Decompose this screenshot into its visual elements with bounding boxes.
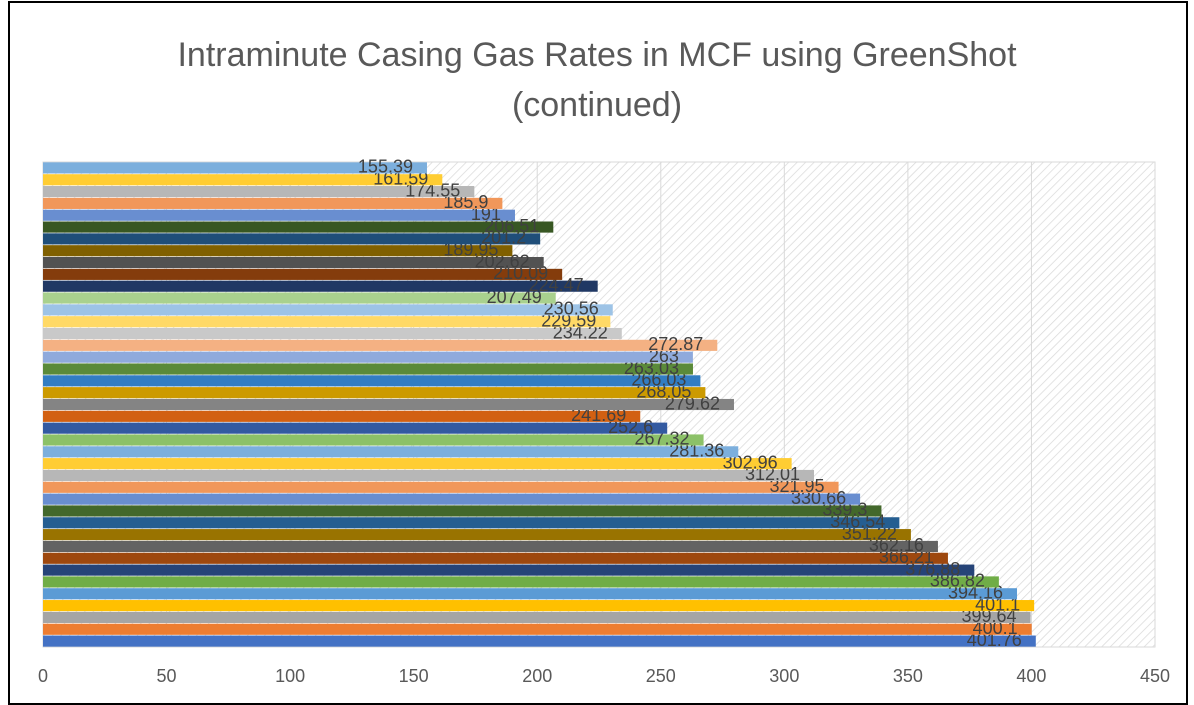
data-label: 321.95 — [770, 476, 825, 496]
data-label: 234.22 — [553, 322, 608, 342]
bar — [43, 363, 693, 375]
bar — [43, 339, 718, 351]
data-label: 401.1 — [975, 594, 1020, 614]
bar — [43, 197, 503, 209]
bar — [43, 576, 999, 588]
bar — [43, 481, 839, 493]
data-label: 351.22 — [842, 523, 897, 543]
bar — [43, 268, 563, 280]
data-label: 263.03 — [624, 358, 679, 378]
bar — [43, 410, 641, 422]
x-tick-label: 200 — [522, 666, 552, 686]
bar — [43, 221, 554, 233]
bar — [43, 446, 739, 458]
data-label: 267.32 — [635, 429, 690, 449]
bar — [43, 505, 882, 517]
data-label: 399.64 — [961, 606, 1016, 626]
x-tick-label: 100 — [275, 666, 305, 686]
data-label: 362.16 — [869, 535, 924, 555]
bar — [43, 434, 704, 446]
data-label: 366.21 — [879, 547, 934, 567]
data-label: 201.2 — [481, 228, 526, 248]
data-label: 191 — [471, 204, 501, 224]
x-tick-label: 400 — [1016, 666, 1046, 686]
bar — [43, 327, 622, 340]
bar — [43, 304, 613, 316]
data-label: 272.87 — [648, 334, 703, 354]
data-label: 252.6 — [608, 417, 653, 437]
data-label: 330.66 — [791, 488, 846, 508]
bar — [43, 564, 975, 576]
data-label: 263 — [649, 346, 679, 366]
data-label: 174.55 — [405, 180, 460, 200]
data-label: 400.1 — [973, 618, 1018, 638]
bar — [43, 351, 693, 363]
data-label: 394.16 — [948, 583, 1003, 603]
bar — [43, 458, 792, 470]
bar — [43, 623, 1032, 635]
data-label: 230.56 — [544, 299, 599, 319]
bar — [43, 209, 515, 221]
data-label: 266.03 — [631, 370, 686, 390]
data-label: 202.62 — [475, 251, 530, 271]
data-label: 268.05 — [636, 381, 691, 401]
data-label: 346.54 — [830, 512, 885, 532]
x-tick-label: 0 — [38, 666, 48, 686]
x-tick-label: 350 — [893, 666, 923, 686]
bar — [43, 493, 861, 505]
x-tick-label: 250 — [646, 666, 676, 686]
x-tick-label: 300 — [769, 666, 799, 686]
data-label: 241.69 — [571, 405, 626, 425]
data-label: 401.76 — [967, 630, 1022, 650]
bar — [43, 256, 544, 269]
bar — [43, 280, 598, 292]
data-label: 210.09 — [493, 263, 548, 283]
bar — [43, 611, 1031, 623]
data-label: 302.96 — [723, 452, 778, 472]
bar — [43, 245, 513, 257]
data-label: 185.9 — [443, 192, 488, 212]
bar — [43, 529, 911, 541]
bar — [43, 552, 948, 564]
x-tick-label: 450 — [1140, 666, 1170, 686]
data-label: 161.59 — [373, 168, 428, 188]
data-label: 312.01 — [745, 464, 800, 484]
bar — [43, 375, 701, 387]
bar — [43, 635, 1036, 647]
data-label: 155.39 — [358, 157, 413, 177]
bar — [43, 162, 427, 174]
bar — [43, 233, 541, 245]
data-label: 279.62 — [665, 393, 720, 413]
bar — [43, 600, 1035, 612]
data-label: 386.82 — [930, 571, 985, 591]
chart-title: Intraminute Casing Gas Rates in MCF usin… — [177, 36, 1017, 124]
bar — [43, 422, 668, 434]
bar — [43, 316, 611, 328]
data-label: 206.51 — [484, 216, 539, 236]
bar — [43, 517, 900, 529]
data-label: 189.95 — [443, 239, 498, 259]
data-label: 207.49 — [487, 287, 542, 307]
x-tick-label: 50 — [157, 666, 177, 686]
bar — [43, 540, 938, 553]
bar — [43, 292, 556, 304]
bar — [43, 588, 1018, 600]
data-label: 339.3 — [822, 500, 867, 520]
bar — [43, 398, 734, 411]
data-label: 224.47 — [529, 275, 584, 295]
data-label: 376.88 — [905, 559, 960, 579]
x-tick-label: 150 — [399, 666, 429, 686]
data-label: 229.59 — [541, 310, 596, 330]
bar — [43, 387, 706, 399]
bar — [43, 469, 815, 482]
bar — [43, 174, 443, 186]
data-label: 281.36 — [669, 441, 724, 461]
bar — [43, 186, 475, 198]
